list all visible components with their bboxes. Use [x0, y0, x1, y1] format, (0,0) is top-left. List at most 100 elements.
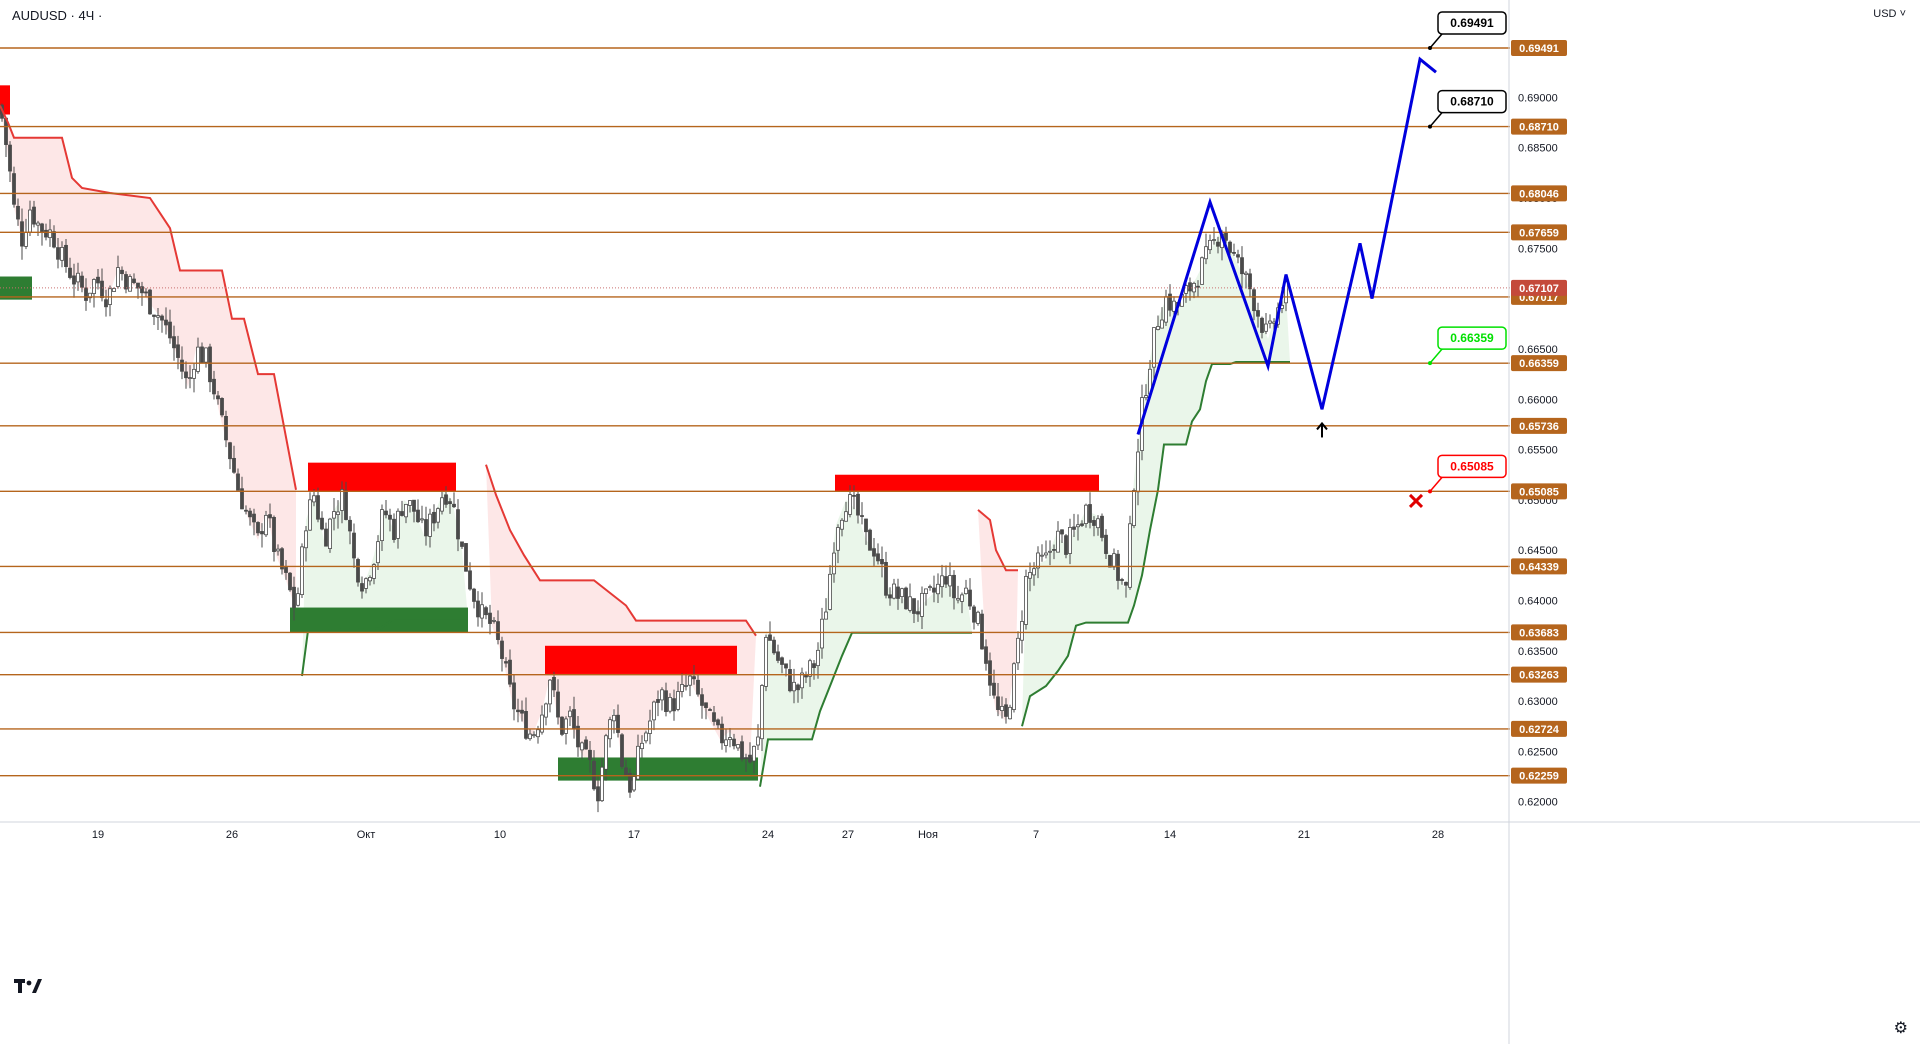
callout-label: 0.69491: [1450, 16, 1494, 30]
candle: [248, 507, 252, 526]
candle: [344, 481, 348, 521]
candle: [1132, 488, 1136, 529]
candle: [444, 486, 448, 508]
candle: [764, 634, 768, 692]
candle: [552, 671, 556, 697]
candle: [104, 289, 108, 317]
candle: [832, 542, 836, 583]
candle: [1164, 289, 1168, 326]
candle: [1264, 313, 1268, 335]
candle: [424, 506, 428, 546]
candle: [356, 557, 360, 587]
price-tick-label: 0.63500: [1518, 646, 1558, 658]
candle: [56, 237, 60, 269]
candle: [208, 343, 212, 393]
candle: [16, 198, 20, 226]
price-tick-label: 0.69000: [1518, 92, 1558, 104]
candle: [1012, 662, 1016, 713]
level-badge-label: 0.68710: [1519, 122, 1559, 134]
gear-icon[interactable]: ⚙: [1893, 1020, 1908, 1037]
candle: [432, 504, 436, 532]
candle: [384, 500, 388, 519]
candle: [184, 361, 188, 389]
candle: [640, 735, 644, 758]
level-badge-label: 0.66359: [1519, 358, 1559, 370]
tradingview-logo-icon[interactable]: [12, 975, 44, 997]
candle: [400, 500, 404, 517]
candle: [1028, 562, 1032, 592]
currency-label: USD: [1873, 8, 1897, 20]
candle: [100, 268, 104, 302]
symbol-title[interactable]: AUDUSD · 4Ч ·: [12, 8, 103, 23]
time-tick-label: 26: [226, 829, 238, 841]
candle: [1016, 631, 1020, 671]
candle: [888, 587, 892, 606]
candle: [728, 728, 732, 748]
candle: [264, 510, 268, 538]
level-badge-label: 0.69491: [1519, 43, 1559, 55]
candle: [860, 502, 864, 525]
candle: [156, 307, 160, 330]
level-badge: 0.62259: [1511, 767, 1567, 784]
candle: [336, 500, 340, 529]
candle: [324, 522, 328, 547]
candle: [548, 679, 552, 713]
candle: [1060, 529, 1064, 543]
candle: [228, 441, 232, 470]
candle: [636, 734, 640, 781]
bull-cloud-2: [1022, 228, 1290, 727]
candle: [496, 610, 500, 645]
candle: [984, 639, 988, 671]
candle: [304, 525, 308, 562]
candle: [420, 505, 424, 524]
candle: [752, 745, 756, 774]
candle: [244, 505, 248, 515]
candle: [1268, 314, 1272, 329]
candle: [1172, 296, 1176, 316]
bear-cloud-0: [0, 105, 296, 611]
level-badge: 0.63263: [1511, 666, 1567, 683]
candle: [740, 735, 744, 762]
price-tick-label: 0.62000: [1518, 797, 1558, 809]
candle: [780, 656, 784, 674]
currency-selector[interactable]: USD ˅: [1873, 8, 1906, 20]
candle: [476, 591, 480, 627]
candle: [776, 644, 780, 664]
candle: [216, 390, 220, 405]
candle: [32, 200, 36, 228]
candle: [1256, 302, 1260, 328]
candle: [716, 718, 720, 730]
candle: [864, 518, 868, 545]
candle: [76, 262, 80, 291]
candle: [1096, 515, 1100, 536]
candle: [844, 501, 848, 522]
callout-target: 0.68710: [1428, 89, 1507, 129]
candle: [320, 511, 324, 531]
candle: [224, 410, 228, 448]
candle: [796, 683, 800, 703]
candle: [292, 576, 296, 621]
candle: [504, 657, 508, 668]
candle: [652, 700, 656, 731]
candle: [416, 499, 420, 523]
candle: [368, 575, 372, 586]
candle: [236, 468, 240, 491]
candle: [892, 578, 896, 600]
candle: [92, 278, 96, 308]
candle: [724, 729, 728, 753]
bear-cloud-2: [978, 509, 1018, 722]
candle: [36, 220, 40, 237]
candle: [976, 610, 980, 626]
candle: [1196, 280, 1200, 298]
callout-stop: 0.65085: [1428, 454, 1507, 494]
candle: [192, 362, 196, 393]
candle: [880, 546, 884, 578]
time-tick-label: 28: [1432, 829, 1444, 841]
candle: [916, 600, 920, 622]
candle: [376, 535, 380, 570]
candle: [1108, 554, 1112, 568]
level-badge: 0.65085: [1511, 483, 1567, 500]
candle: [1000, 696, 1004, 719]
